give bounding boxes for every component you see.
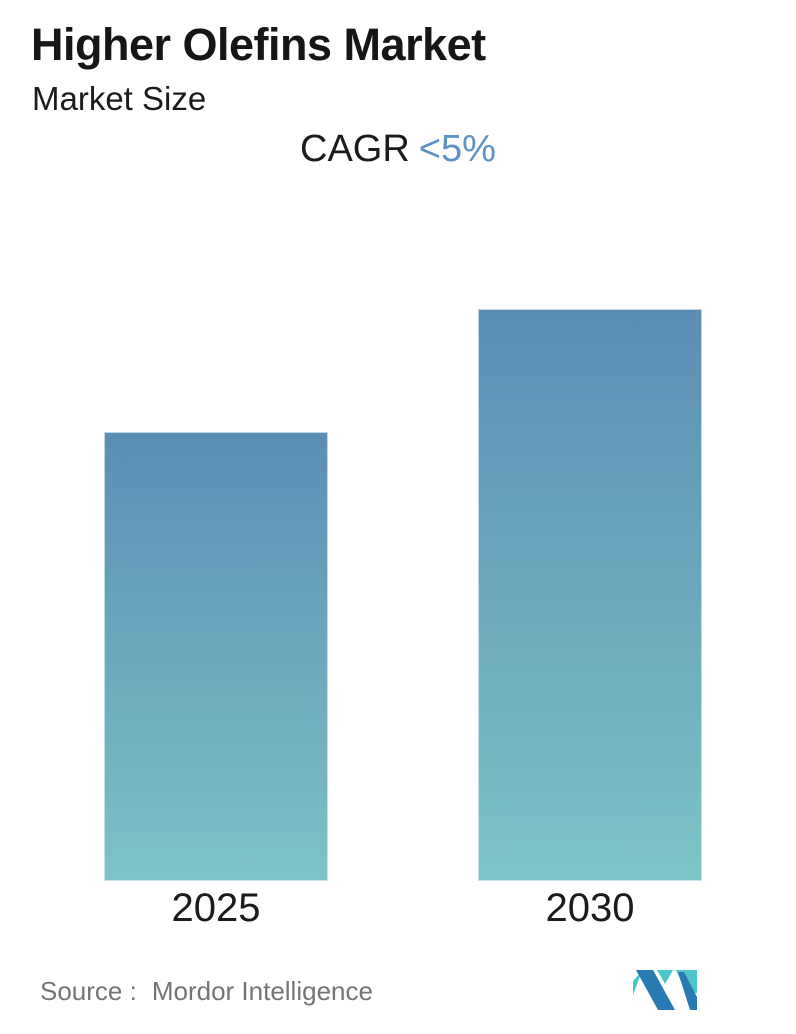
page-title: Higher Olefins Market <box>31 19 486 70</box>
chart-subtitle: Market Size <box>32 80 207 117</box>
bar-2030 <box>478 309 702 881</box>
source-row: Source : Mordor Intelligence <box>40 978 373 1004</box>
x-axis-label-2025: 2025 <box>171 886 261 930</box>
x-axis-label-2030: 2030 <box>545 886 635 930</box>
source-value: Mordor Intelligence <box>151 976 373 1006</box>
bar-2025 <box>104 432 328 881</box>
mordor-intelligence-logo-icon <box>633 970 697 1010</box>
cagr-annotation: CAGR <5% <box>300 130 496 168</box>
cagr-value: <5% <box>418 128 496 170</box>
cagr-label: CAGR <box>300 128 410 170</box>
source-label: Source : <box>40 976 137 1006</box>
